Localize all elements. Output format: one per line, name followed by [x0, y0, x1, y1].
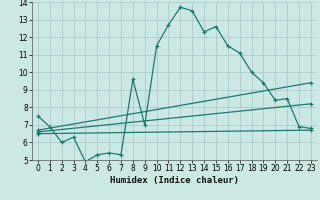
- X-axis label: Humidex (Indice chaleur): Humidex (Indice chaleur): [110, 176, 239, 185]
